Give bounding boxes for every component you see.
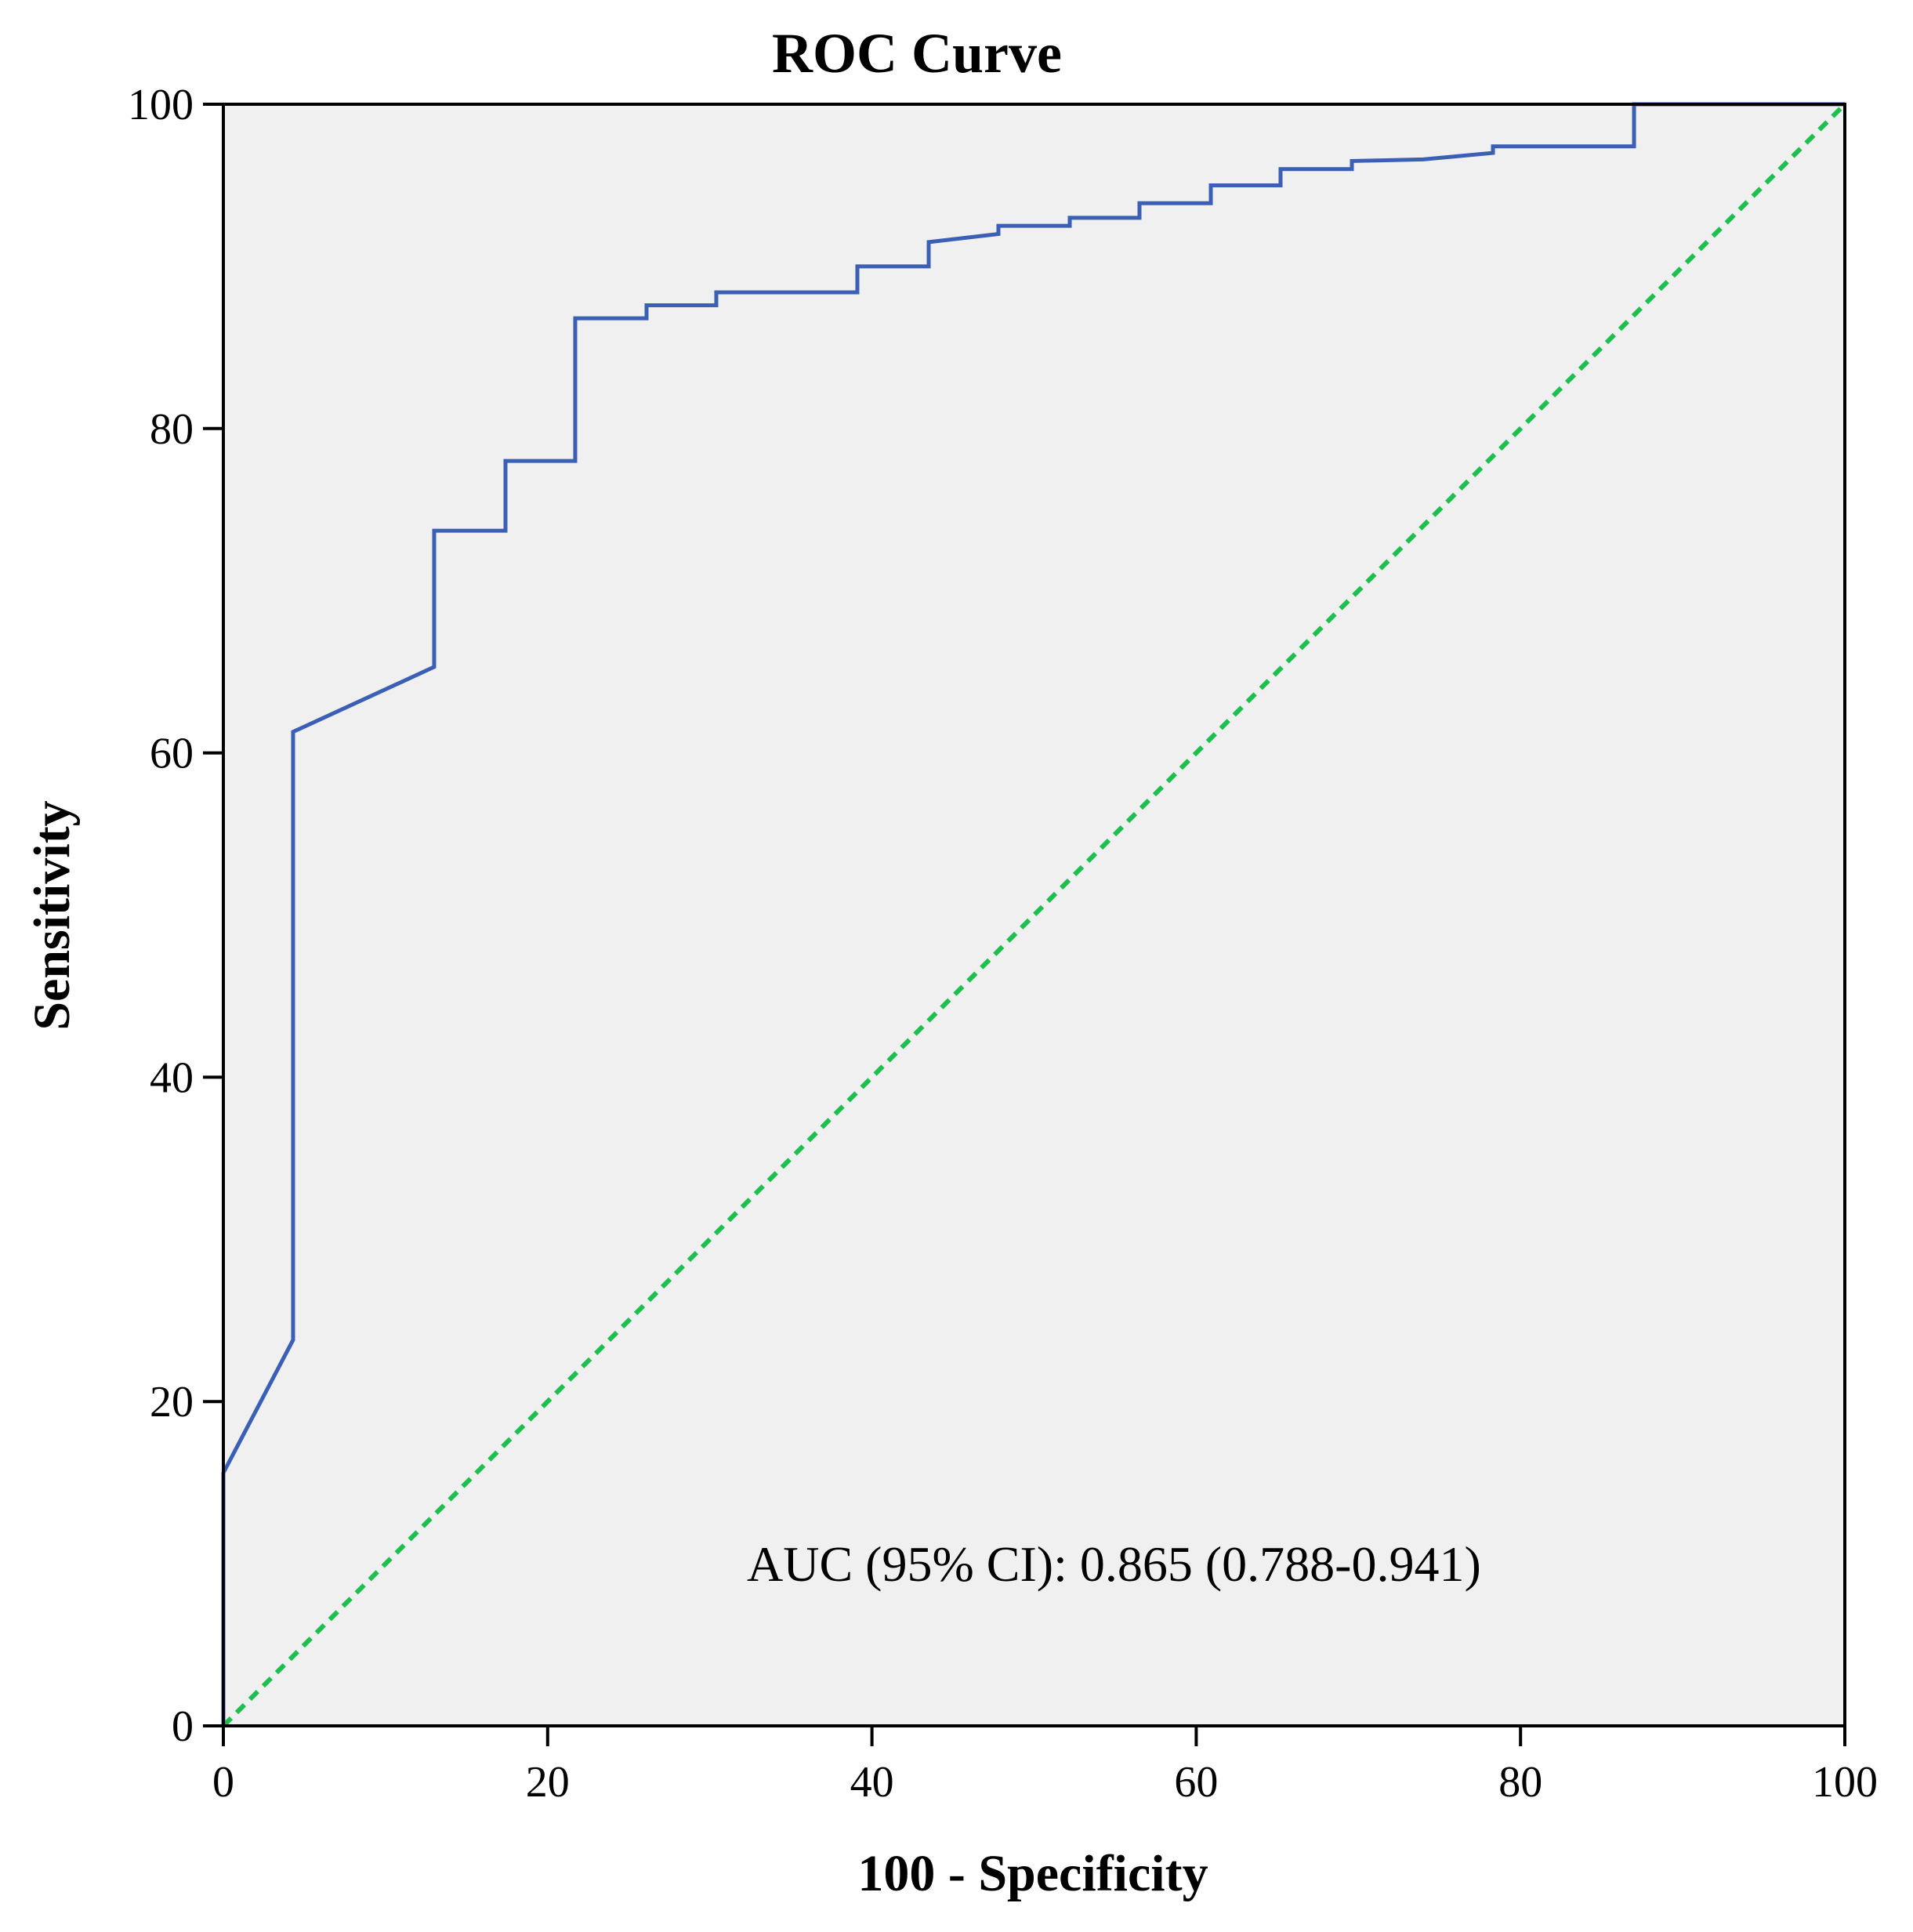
x-tick-label: 0 (212, 1758, 234, 1807)
x-tick-label: 40 (850, 1758, 894, 1807)
y-tick-label: 60 (150, 730, 194, 778)
y-axis-label: Sensitivity (24, 800, 81, 1030)
x-tick-label: 100 (1812, 1758, 1878, 1807)
y-tick-label: 100 (128, 81, 194, 129)
y-tick-label: 40 (150, 1053, 194, 1102)
x-tick-label: 60 (1174, 1758, 1218, 1807)
reference-line (221, 102, 1847, 1728)
x-tick-label: 20 (526, 1758, 570, 1807)
y-tick-label: 80 (150, 405, 194, 454)
chart-title: ROC Curve (772, 22, 1062, 85)
roc-curve-line (221, 102, 1845, 1726)
y-tick-label: 0 (172, 1702, 194, 1751)
auc-annotation: AUC (95% CI): 0.865 (0.788-0.941) (747, 1536, 1481, 1592)
x-tick-label: 80 (1498, 1758, 1542, 1807)
x-axis-label: 100 - Specificity (857, 1845, 1208, 1902)
y-tick-label: 20 (150, 1378, 194, 1426)
plot-frame (222, 103, 1846, 1727)
